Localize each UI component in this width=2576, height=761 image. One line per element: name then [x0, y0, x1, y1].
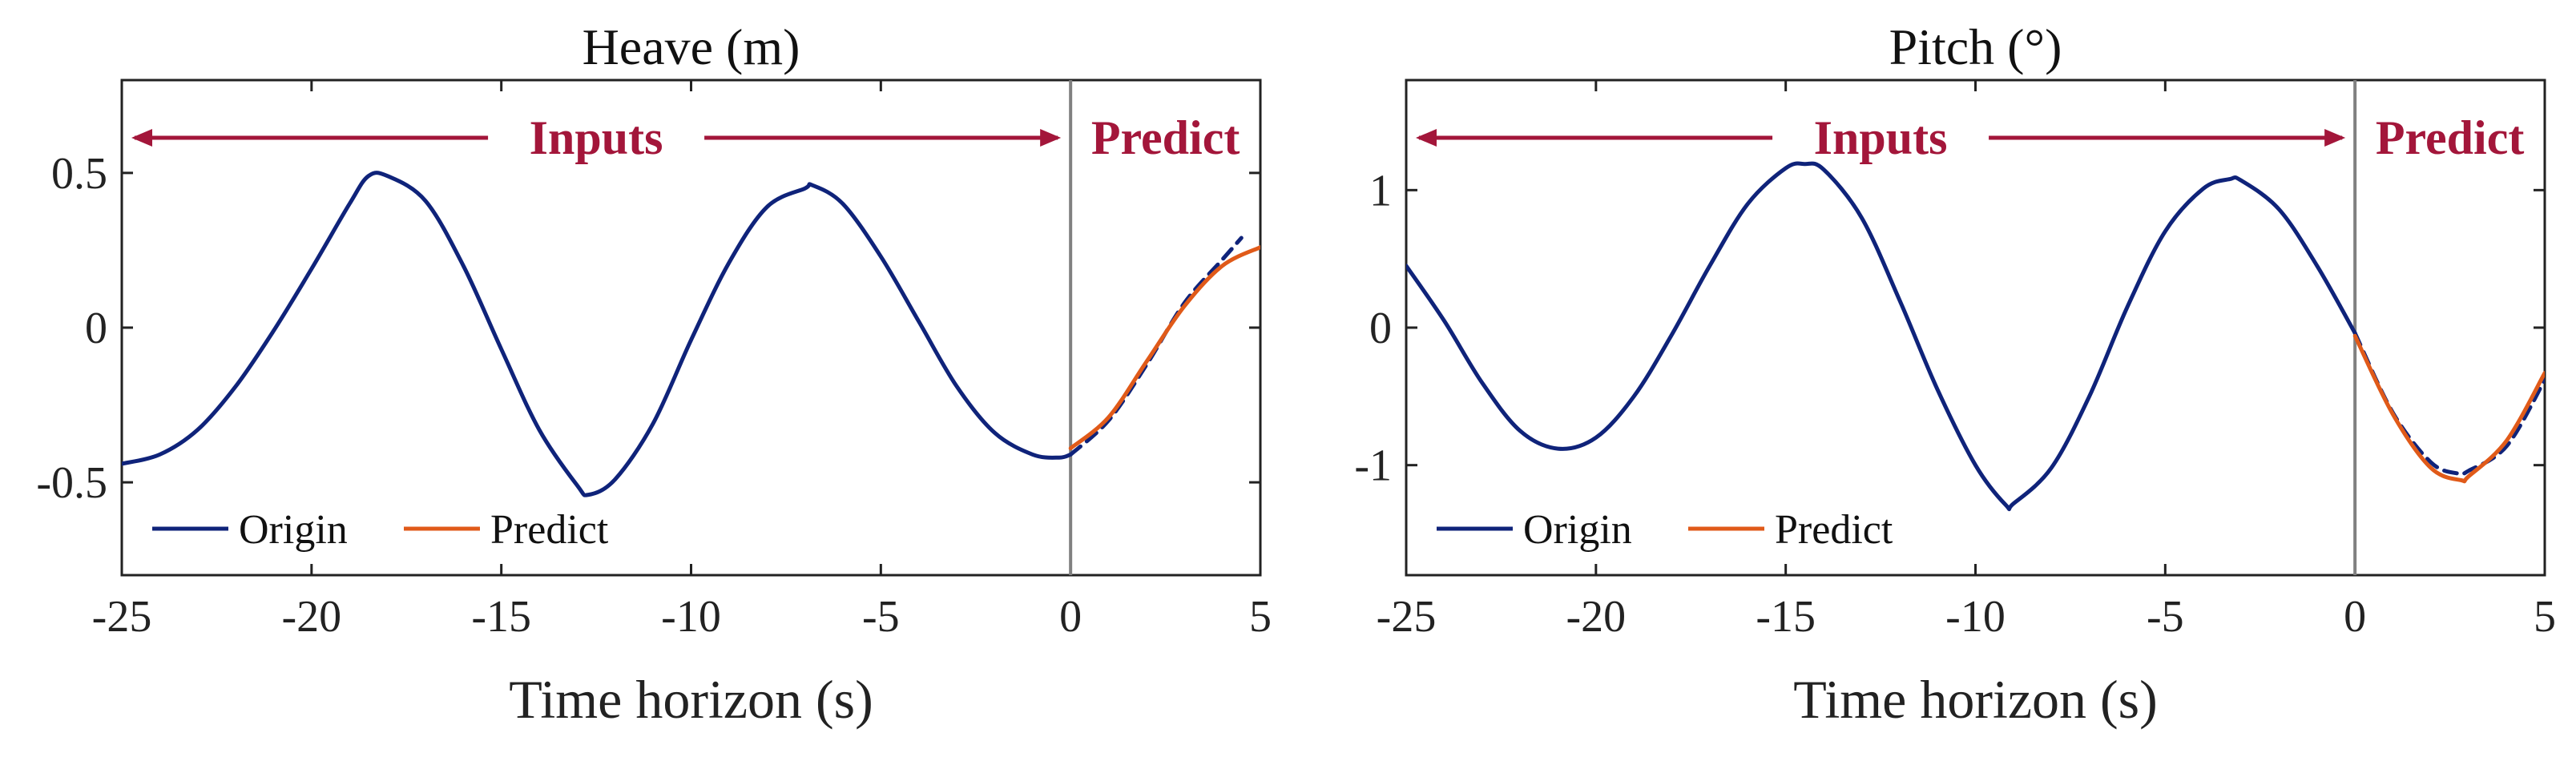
series-line-origin: [1406, 161, 2357, 512]
legend-label-predict: Predict: [490, 507, 609, 553]
heave-chart: Heave (m) -25 -20 -15 -10 -5 0 5 0.5 0 -0.5 Time ho…: [36, 18, 1272, 730]
x-tick-label: -5: [862, 592, 900, 642]
x-tick-label: -20: [1566, 592, 1627, 642]
x-tick-label: 5: [2534, 592, 2556, 642]
x-tick-label: -15: [471, 592, 531, 642]
x-tick-label: -25: [1377, 592, 1437, 642]
series-line-origin-future: [2352, 331, 2545, 477]
series-line-predict: [1068, 245, 1260, 451]
y-tick-label: 0.5: [51, 149, 107, 199]
plot-area-frame: [1405, 79, 2546, 577]
arrowhead-left-icon: [1416, 129, 1437, 147]
predict-region-label: Predict: [2376, 111, 2524, 164]
legend-label-predict: Predict: [1775, 507, 1893, 553]
chart-title: Pitch (°): [1889, 18, 2062, 75]
arrowhead-right-icon: [2324, 129, 2346, 147]
chart-title: Heave (m): [583, 18, 800, 75]
x-tick-label: -10: [1945, 592, 2006, 642]
legend-label-origin: Origin: [239, 507, 348, 553]
x-tick-label: 5: [1249, 592, 1272, 642]
arrowhead-right-icon: [1040, 129, 1062, 147]
x-tick-label: -5: [2147, 592, 2184, 642]
x-tick-label: -15: [1756, 592, 1816, 642]
inputs-label: Inputs: [1814, 111, 1948, 164]
x-axis-label: Time horizon (s): [1793, 669, 2158, 730]
series-line-predict: [2352, 333, 2545, 484]
x-tick-label: -10: [661, 592, 721, 642]
x-tick-label: 0: [2344, 592, 2366, 642]
legend-label-origin: Origin: [1523, 507, 1632, 553]
series-line-origin: [122, 171, 1073, 497]
y-tick-label: -1: [1354, 441, 1392, 491]
arrowhead-left-icon: [131, 129, 152, 147]
x-tick-label: -25: [92, 592, 152, 642]
predict-region-label: Predict: [1091, 111, 1240, 164]
x-axis-label: Time horizon (s): [509, 669, 873, 730]
y-tick-label: 1: [1369, 166, 1392, 215]
x-tick-label: -20: [282, 592, 342, 642]
inputs-label: Inputs: [530, 111, 663, 164]
y-tick-label: 0: [85, 304, 107, 353]
y-tick-label: 0: [1369, 304, 1392, 353]
y-tick-label: -0.5: [36, 458, 107, 508]
x-tick-label: 0: [1059, 592, 1082, 642]
plot-area-frame: [120, 79, 1262, 577]
